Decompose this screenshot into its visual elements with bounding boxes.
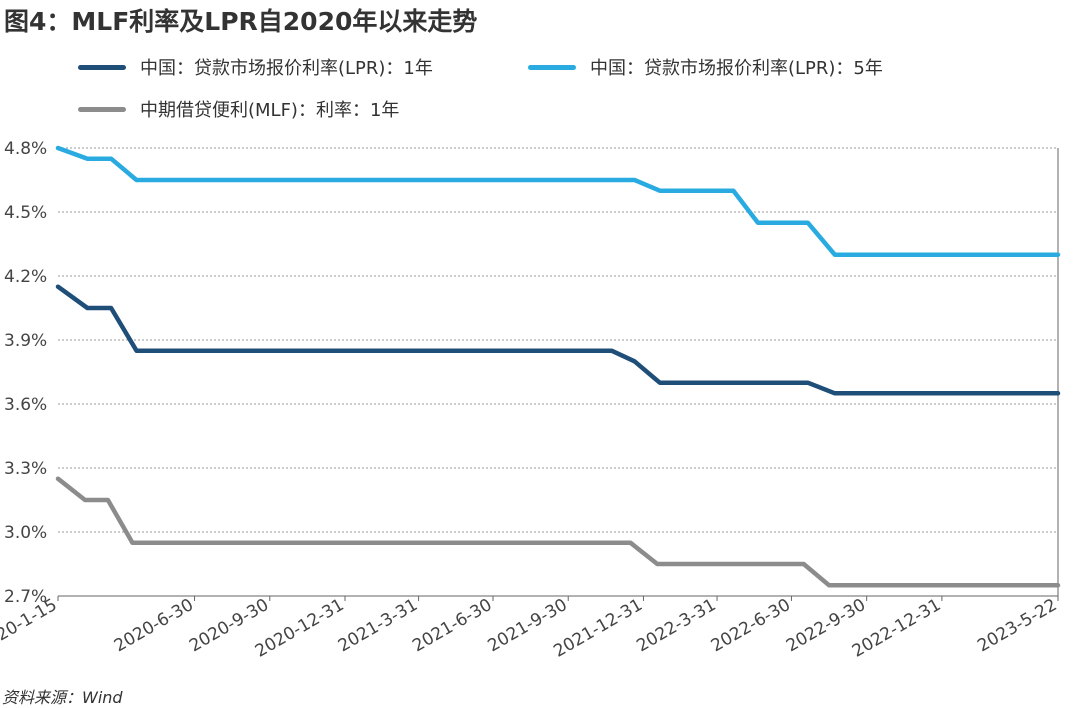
legend-label-lpr-1y: 中国：贷款市场报价利率(LPR)：1年	[140, 58, 433, 79]
x-tick-label: 2022-6-30	[708, 595, 794, 656]
y-tick-label: 3.3%	[4, 459, 47, 479]
y-tick-label: 4.5%	[4, 203, 47, 223]
legend-item-lpr-5y: 中国：贷款市场报价利率(LPR)：5年	[528, 54, 883, 80]
legend-item-mlf-1y: 中期借贷便利(MLF)：利率：1年	[78, 96, 399, 122]
x-tick-label: 2023-5-22	[974, 595, 1060, 656]
y-tick-label: 4.2%	[4, 267, 47, 287]
y-tick-label: 3.6%	[4, 395, 47, 415]
x-tick-label: 2021-3-31	[335, 595, 421, 656]
x-tick-label: 2022-3-31	[633, 595, 719, 656]
y-tick-label: 4.8%	[4, 139, 47, 159]
legend-item-lpr-1y: 中国：贷款市场报价利率(LPR)：1年	[78, 54, 433, 80]
chart-title: 图4：MLF利率及LPR自2020年以来走势	[4, 7, 478, 36]
x-tick-label: 2021-6-30	[409, 595, 495, 656]
legend-swatch-lpr-5y	[528, 64, 576, 70]
x-tick-label: 2020-6-30	[111, 595, 197, 656]
legend-label-mlf-1y: 中期借贷便利(MLF)：利率：1年	[140, 100, 400, 121]
legend-swatch-lpr-1y	[78, 64, 126, 70]
y-tick-label: 3.9%	[4, 331, 47, 351]
y-tick-label: 2.7%	[4, 587, 47, 607]
series-line-1	[55, 145, 1061, 257]
legend-label-lpr-5y: 中国：贷款市场报价利率(LPR)：5年	[590, 58, 883, 79]
y-tick-label: 3.0%	[4, 523, 47, 543]
legend-swatch-mlf-1y	[78, 106, 126, 112]
series-line-2	[55, 476, 1061, 588]
series-line-0	[55, 284, 1061, 396]
source-note: 资料来源：Wind	[2, 688, 123, 707]
